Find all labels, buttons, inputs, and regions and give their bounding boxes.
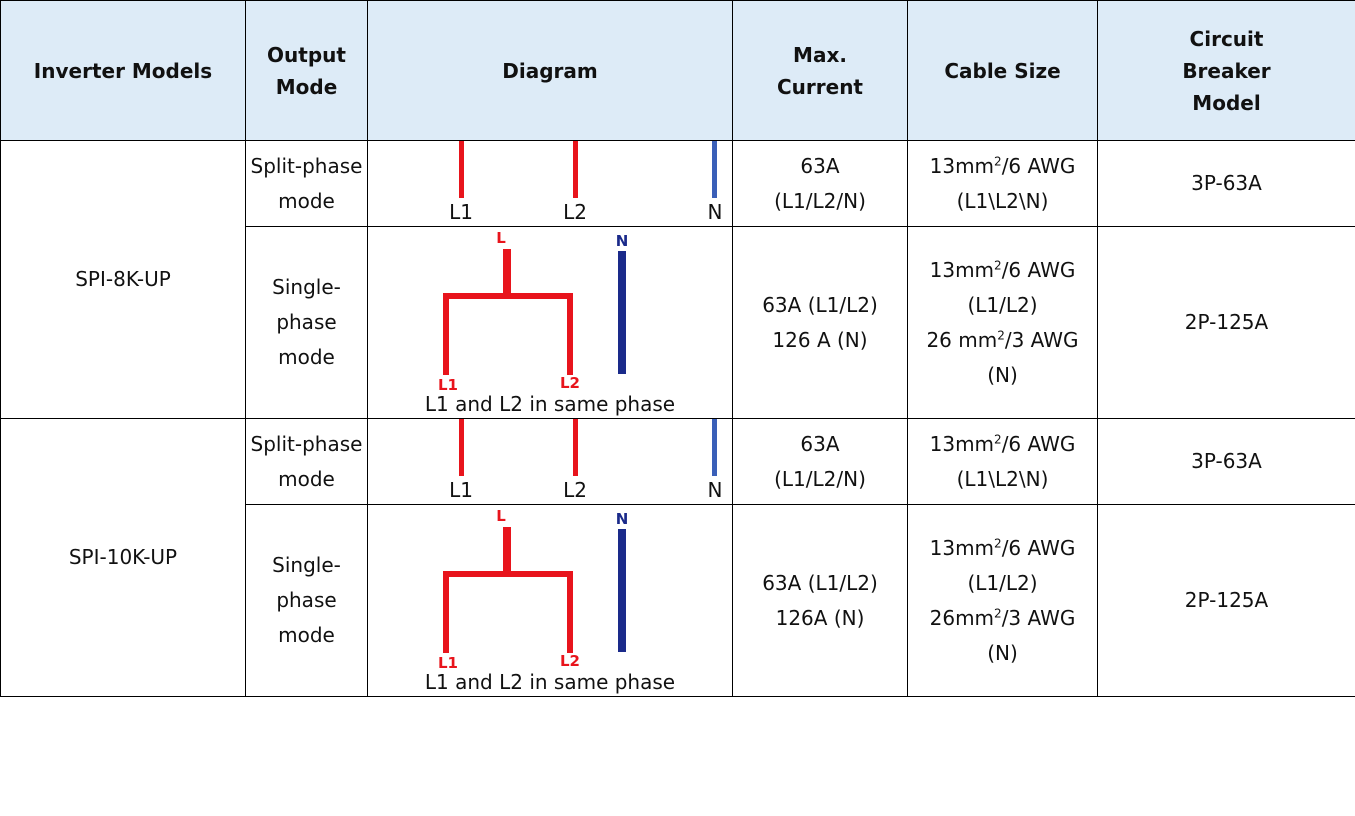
breaker-cell: 3P-63A: [1097, 418, 1355, 505]
l-label: L: [496, 507, 506, 525]
header-diagram: Diagram: [367, 0, 733, 141]
n-line: [712, 419, 717, 476]
diagram-caption: L1 and L2 in same phase: [424, 392, 676, 416]
n-line: [618, 529, 626, 652]
output-mode-cell: Split-phase mode: [245, 140, 368, 227]
l-feed-line: [503, 249, 511, 297]
table-row: SPI-10K-UP Split-phase mode L1 L2 N 63A (L…: [0, 418, 1355, 697]
l2-label: L2: [560, 374, 580, 392]
n-label: N: [707, 200, 723, 224]
cable-size-cell: 13mm2/6 AWG (L1\L2\N): [907, 140, 1098, 227]
cable-size-cell: 13mm2/6 AWG (L1/L2) 26mm2/3 AWG (N): [907, 504, 1098, 697]
table-row: Single-phase mode L N L1 L2 L1 and L2 in …: [1, 226, 1355, 419]
single-phase-diagram: L N L1 L2 L1 and L2 in same phase: [367, 226, 733, 419]
l2-branch-line: [567, 293, 573, 375]
n-line: [618, 251, 626, 374]
l1-branch-line: [443, 293, 449, 375]
l-bus-line: [443, 293, 573, 299]
l1-line: [459, 419, 464, 476]
l1-label: L1: [438, 654, 458, 672]
n-line: [712, 141, 717, 198]
l2-line: [573, 419, 578, 476]
max-current-cell: 63A (L1/L2) 126 A (N): [732, 226, 908, 419]
l1-label: L1: [438, 376, 458, 394]
l1-line: [459, 141, 464, 198]
output-mode-cell: Single-phase mode: [245, 504, 368, 697]
l2-line: [573, 141, 578, 198]
header-row: Inverter Models Output Mode Diagram Max. C…: [0, 0, 1355, 141]
diagram-caption: L1 and L2 in same phase: [424, 670, 676, 694]
model-cell: SPI-10K-UP: [0, 418, 246, 697]
n-label: N: [707, 478, 723, 502]
l1-label: L1: [449, 200, 473, 224]
l-feed-line: [503, 527, 511, 575]
breaker-cell: 2P-125A: [1097, 226, 1355, 419]
inverter-wiring-table: Inverter Models Output Mode Diagram Max. C…: [0, 0, 1355, 697]
split-phase-diagram: L1 L2 N: [367, 418, 733, 505]
header-output-mode: Output Mode: [245, 0, 368, 141]
l2-label: L2: [560, 652, 580, 670]
output-mode-cell: Split-phase mode: [245, 418, 368, 505]
max-current-cell: 63A (L1/L2/N): [732, 418, 908, 505]
l2-label: L2: [563, 478, 587, 502]
breaker-cell: 3P-63A: [1097, 140, 1355, 227]
header-circuit-breaker-model: Circuit Breaker Model: [1097, 0, 1355, 141]
header-max-current: Max. Current: [732, 0, 908, 141]
header-inverter-models: Inverter Models: [0, 0, 246, 141]
n-label: N: [615, 510, 629, 528]
table-row: Single-phase mode L N L1 L2 L1 and L2 in …: [1, 504, 1355, 697]
l-label: L: [496, 229, 506, 247]
breaker-cell: 2P-125A: [1097, 504, 1355, 697]
cable-size-cell: 13mm2/6 AWG (L1\L2\N): [907, 418, 1098, 505]
header-cable-size: Cable Size: [907, 0, 1098, 141]
table-row: SPI-8K-UP Split-phase mode L1 L2 N 63A (L1…: [0, 140, 1355, 419]
output-mode-cell: Single-phase mode: [245, 226, 368, 419]
split-phase-diagram: L1 L2 N: [367, 140, 733, 227]
max-current-cell: 63A (L1/L2/N): [732, 140, 908, 227]
model-cell: SPI-8K-UP: [0, 140, 246, 419]
l1-branch-line: [443, 571, 449, 653]
l-bus-line: [443, 571, 573, 577]
cable-size-cell: 13mm2/6 AWG (L1/L2) 26 mm2/3 AWG (N): [907, 226, 1098, 419]
max-current-cell: 63A (L1/L2) 126A (N): [732, 504, 908, 697]
single-phase-diagram: L N L1 L2 L1 and L2 in same phase: [367, 504, 733, 697]
l1-label: L1: [449, 478, 473, 502]
n-label: N: [615, 232, 629, 250]
l2-branch-line: [567, 571, 573, 653]
l2-label: L2: [563, 200, 587, 224]
